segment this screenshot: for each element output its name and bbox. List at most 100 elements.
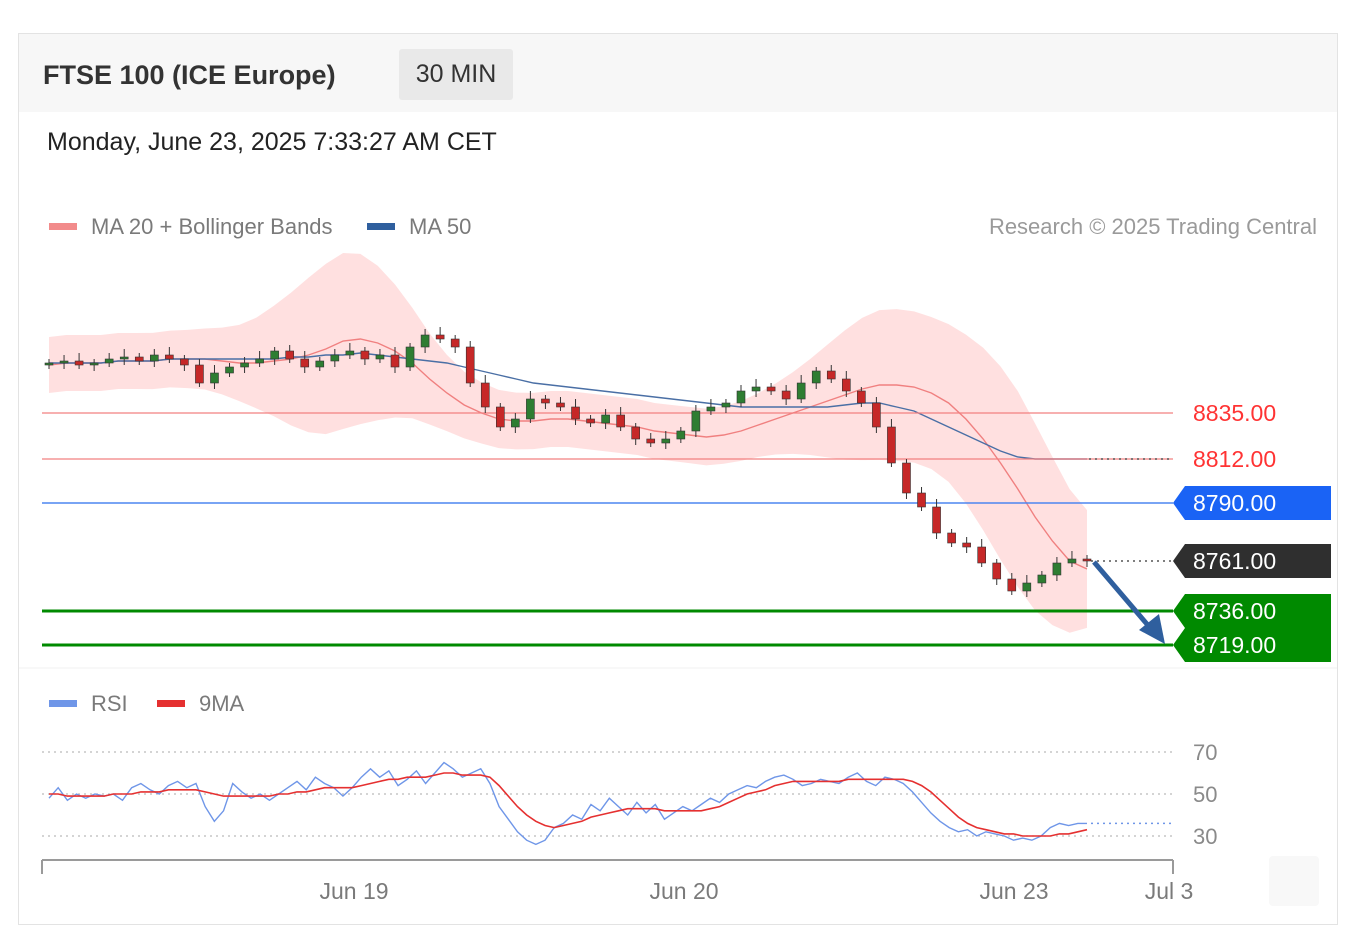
candle-body (390, 354, 400, 368)
rsi-line (48, 761, 1087, 846)
rsi-ma-legend-swatch (157, 700, 185, 707)
candle-body (1022, 582, 1032, 592)
candle-body (992, 562, 1002, 580)
last-price-tag (1173, 544, 1331, 578)
candle-body (571, 406, 580, 420)
candle-body (947, 532, 956, 544)
candle-body (240, 362, 249, 368)
x-tick-label: Jun 23 (979, 878, 1048, 904)
ma50-legend-label: MA 50 (409, 214, 471, 239)
candle-body (676, 430, 686, 440)
candle-body (887, 426, 896, 464)
candle-body (721, 402, 731, 408)
interval-button[interactable]: 30 MIN (399, 49, 513, 100)
candle-body (586, 418, 595, 424)
candle-body (496, 406, 505, 428)
bollinger-band (49, 253, 1087, 633)
ma20-legend-swatch (49, 223, 77, 230)
candle-body (556, 402, 565, 408)
candle-body (59, 360, 69, 364)
last-price-label: 8761.00 (1193, 548, 1276, 574)
candle-body (977, 546, 986, 564)
candle-body (225, 366, 234, 374)
candle-body (857, 390, 866, 404)
support-price-label: 8719.00 (1193, 632, 1276, 658)
candle-body (74, 360, 84, 366)
rsi-ma-line (49, 772, 1088, 837)
candle-body (661, 438, 671, 444)
resistance-price-label: 8835.00 (1193, 400, 1276, 426)
candle-body (631, 426, 640, 440)
candle-body (691, 410, 701, 432)
candle-body (1052, 562, 1062, 576)
candle-body (345, 350, 355, 356)
x-tick-label: Jun 19 (319, 878, 388, 904)
chart-header: FTSE 100 (ICE Europe) 30 MIN (19, 34, 1337, 112)
candle-body (119, 356, 129, 360)
candle-body (270, 350, 279, 360)
candle-body (872, 402, 881, 428)
candle-body (526, 398, 535, 420)
candle-body (285, 350, 294, 360)
instrument-title: FTSE 100 (ICE Europe) (43, 60, 336, 90)
copyright-text: Research © 2025 Trading Central (989, 214, 1317, 239)
ma20-legend-label: MA 20 + Bollinger Bands (91, 214, 333, 239)
support-price-tag (1173, 628, 1331, 662)
candle-body (134, 356, 144, 362)
candle-body (736, 390, 746, 404)
x-axis-ticks: Jun 19 Jun 20 Jun 23 Jul 3 (319, 878, 1193, 904)
candle-body (962, 542, 971, 548)
candle-body (375, 354, 385, 360)
chart-canvas: MA 20 + Bollinger Bands MA 50 Research ©… (19, 214, 1337, 906)
candle-body (1007, 578, 1017, 592)
candle-body (480, 382, 490, 408)
candle-body (255, 358, 264, 364)
ma20-line (48, 338, 1088, 570)
candle-body (1082, 558, 1092, 562)
support-price-tag (1173, 594, 1331, 628)
forecast-arrow-shaft (1092, 560, 1154, 632)
ma50-legend-swatch (367, 223, 395, 230)
candle-body (932, 506, 941, 534)
rsi-level-label: 50 (1193, 782, 1217, 807)
candle-body (44, 362, 54, 366)
candle-body (902, 462, 911, 494)
candle-body (420, 334, 430, 348)
candle-body (195, 364, 204, 384)
candle-body (706, 406, 716, 412)
candles-layer (44, 327, 1092, 597)
candle-body (826, 370, 836, 380)
candle-body (1037, 574, 1047, 584)
candle-body (300, 358, 310, 368)
candle-body (315, 360, 325, 368)
candle-body (165, 354, 174, 360)
candle-body (781, 390, 791, 400)
timestamp: Monday, June 23, 2025 7:33:27 AM CET (47, 128, 497, 156)
rsi-level-label: 70 (1193, 740, 1217, 765)
moving-average-layer (48, 338, 1088, 570)
pivot-price-label: 8790.00 (1193, 490, 1276, 516)
price-level-layer (42, 412, 1173, 647)
candle-body (646, 438, 656, 444)
candle-body (405, 346, 415, 368)
candle-body (435, 334, 445, 340)
forecast-arrow-head (1139, 614, 1165, 644)
forecast-arrow-layer (1092, 560, 1165, 644)
rsi-panel: 70 50 30 (42, 740, 1217, 849)
candle-body (465, 346, 475, 384)
candle-body (541, 398, 550, 404)
rsi-level-label: 30 (1193, 824, 1217, 849)
candle-body (1067, 558, 1077, 564)
candle-body (89, 362, 99, 366)
candle-body (104, 358, 114, 364)
candle-body (842, 378, 851, 392)
candle-body (917, 492, 926, 508)
candle-body (766, 386, 776, 392)
scroll-top-button[interactable] (1269, 856, 1319, 906)
x-tick-label: Jul 3 (1145, 878, 1194, 904)
x-tick-label: Jun 20 (649, 878, 718, 904)
candle-body (616, 414, 625, 428)
candle-body (330, 354, 340, 362)
support-price-label: 8736.00 (1193, 598, 1276, 624)
candle-body (601, 414, 610, 424)
